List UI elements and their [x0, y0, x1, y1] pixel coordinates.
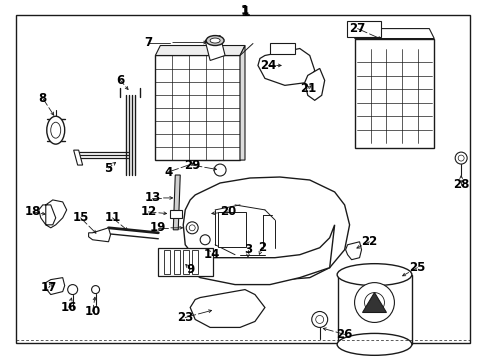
Ellipse shape: [337, 264, 412, 285]
Polygon shape: [345, 242, 362, 260]
Text: 16: 16: [60, 301, 77, 314]
Text: 3: 3: [244, 243, 252, 256]
Ellipse shape: [47, 116, 65, 144]
Bar: [165, 250, 171, 274]
Ellipse shape: [210, 38, 220, 43]
Text: 12: 12: [140, 205, 156, 219]
Polygon shape: [183, 177, 349, 280]
Text: 10: 10: [84, 305, 101, 318]
Bar: [155, 55, 240, 160]
Text: 13: 13: [144, 192, 161, 204]
Polygon shape: [258, 49, 315, 85]
Circle shape: [186, 222, 198, 234]
Text: 22: 22: [362, 235, 378, 248]
Text: 11: 11: [104, 211, 121, 224]
Polygon shape: [155, 45, 245, 55]
Text: 4: 4: [164, 166, 172, 179]
Polygon shape: [205, 36, 225, 60]
Polygon shape: [305, 68, 325, 100]
Bar: [192, 250, 198, 274]
Circle shape: [312, 311, 328, 328]
Text: 29: 29: [184, 158, 200, 172]
Polygon shape: [173, 175, 180, 230]
Polygon shape: [355, 28, 434, 39]
Polygon shape: [190, 289, 265, 328]
Bar: [338, 275, 413, 345]
Bar: [218, 212, 246, 247]
Text: 28: 28: [453, 179, 469, 192]
Polygon shape: [183, 225, 335, 285]
Circle shape: [458, 155, 464, 161]
Circle shape: [365, 293, 385, 312]
Ellipse shape: [51, 122, 61, 138]
Circle shape: [189, 225, 195, 231]
Bar: [355, 39, 434, 148]
Text: 21: 21: [299, 82, 316, 95]
Text: 24: 24: [260, 59, 276, 72]
Text: 15: 15: [73, 211, 89, 224]
Text: 9: 9: [186, 263, 195, 276]
Text: 25: 25: [409, 261, 425, 274]
Text: 6: 6: [116, 74, 124, 87]
Polygon shape: [363, 293, 387, 312]
Text: 14: 14: [204, 248, 221, 261]
Text: 27: 27: [349, 22, 366, 35]
Circle shape: [455, 152, 467, 164]
Polygon shape: [89, 228, 111, 242]
Ellipse shape: [206, 36, 224, 45]
Text: 17: 17: [41, 281, 57, 294]
Ellipse shape: [337, 333, 412, 355]
Bar: [183, 250, 189, 274]
Circle shape: [316, 315, 324, 323]
Circle shape: [214, 164, 226, 176]
Circle shape: [68, 285, 77, 294]
Text: 23: 23: [177, 311, 194, 324]
Polygon shape: [46, 278, 65, 294]
Text: 8: 8: [39, 92, 47, 105]
Text: 18: 18: [24, 205, 41, 219]
Text: 5: 5: [104, 162, 113, 175]
Polygon shape: [39, 200, 67, 228]
Text: 1: 1: [241, 4, 249, 17]
Bar: [171, 210, 182, 218]
Text: 19: 19: [150, 221, 167, 234]
Polygon shape: [74, 150, 83, 165]
Bar: [270, 42, 295, 54]
Circle shape: [200, 235, 210, 245]
Text: 26: 26: [337, 328, 353, 341]
Text: 1: 1: [240, 5, 250, 19]
Text: 2: 2: [258, 241, 266, 254]
Circle shape: [92, 285, 99, 293]
Bar: [158, 248, 213, 276]
Bar: [346, 21, 382, 37]
Text: 20: 20: [220, 205, 236, 219]
Polygon shape: [240, 45, 245, 160]
Circle shape: [355, 283, 394, 323]
Bar: [173, 250, 180, 274]
Text: 7: 7: [145, 36, 152, 49]
